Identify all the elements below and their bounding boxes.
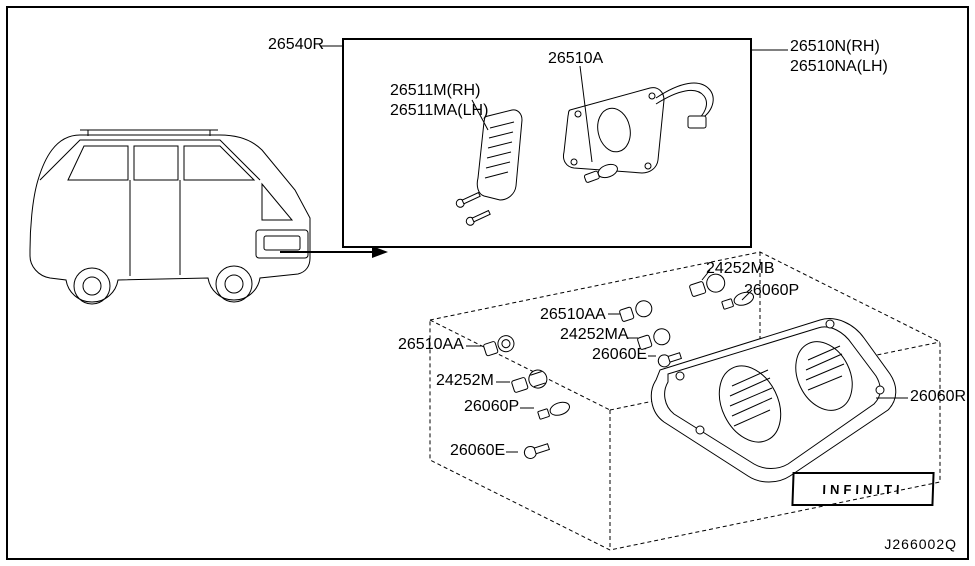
leader-24252MA [628,336,640,344]
brand-text: INFINITI [822,482,904,497]
part-26060E-bottom [520,438,560,464]
leader-26060E-bottom [506,450,522,458]
context-arrow [280,240,390,270]
part-24252M [510,366,564,398]
leader-24252MB [700,270,712,282]
leader-26060R [876,396,916,406]
leader-26060P-top [742,290,754,302]
vehicle-sketch [10,80,340,340]
leader-26510AA-top [608,312,622,320]
label-26510N: 26510N(RH) [790,38,880,56]
label-26540R: 26540R [268,36,324,54]
leader-26540R [320,44,350,54]
part-26060E-top [654,348,690,372]
leader-24252M [496,380,514,388]
part-26511M-screws [452,190,512,230]
leader-26510A [576,66,596,166]
label-26511M: 26511M(RH) [390,82,480,100]
part-26510AA-left [480,332,530,362]
leader-26510AA-left [466,344,486,352]
label-26510NA: 26510NA(LH) [790,58,888,76]
part-26060P-left [536,398,580,424]
brand-plate: INFINITI [791,472,934,506]
leader-26060P-left [520,406,538,414]
leader-26510N [752,48,792,58]
part-26510AA-top [618,298,666,326]
leader-26060E-top [648,354,658,362]
leader-26511M [470,100,500,140]
